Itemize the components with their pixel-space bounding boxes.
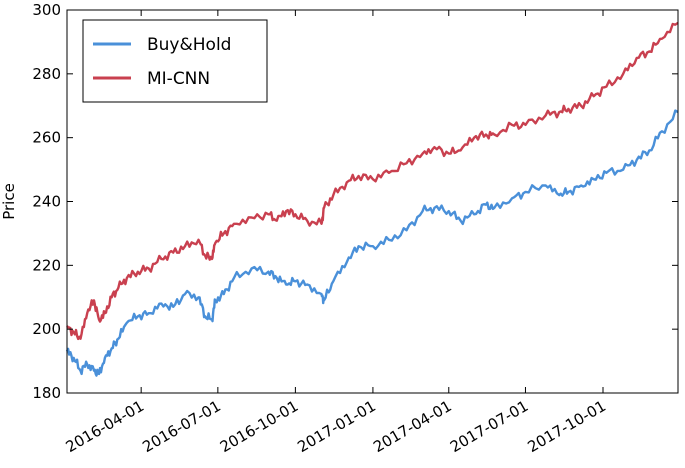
x-tick-label-2017-10-01: 2017-10-01	[524, 397, 609, 456]
legend-box	[82, 19, 268, 103]
x-tick-label-2016-10-01: 2016-10-01	[217, 397, 302, 456]
series-line-buy-hold	[65, 109, 679, 377]
x-tick-label-2017-01-01: 2017-01-01	[294, 397, 379, 456]
series-line-mi-cnn	[66, 21, 679, 341]
y-tick-label-240: 240	[32, 193, 61, 211]
x-tick-label-2016-07-01: 2016-07-01	[139, 397, 224, 456]
y-tick-label-200: 200	[32, 320, 61, 338]
legend: Buy&Hold MI-CNN	[82, 19, 268, 103]
legend-label-buy-hold: Buy&Hold	[147, 35, 231, 55]
y-tick-label-260: 260	[32, 129, 61, 147]
y-tick-label-300: 300	[32, 1, 61, 19]
x-tick-label-2017-04-01: 2017-04-01	[370, 397, 455, 456]
legend-label-mi-cnn: MI-CNN	[147, 69, 210, 89]
y-tick-label-280: 280	[32, 65, 61, 83]
y-tick-label-220: 220	[32, 256, 61, 274]
y-axis-label: Price	[0, 183, 18, 220]
series-layer	[65, 21, 679, 377]
x-tick-label-2017-07-01: 2017-07-01	[447, 397, 532, 456]
y-tick-label-180: 180	[32, 384, 61, 402]
x-tick-label-2016-04-01: 2016-04-01	[63, 397, 148, 456]
